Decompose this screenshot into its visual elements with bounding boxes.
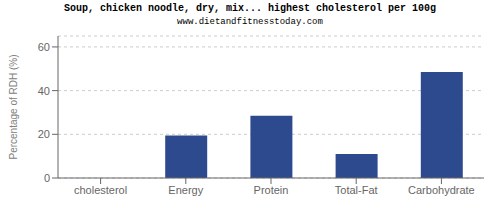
svg-text:Energy: Energy [168, 184, 203, 196]
svg-text:cholesterol: cholesterol [74, 184, 127, 196]
svg-text:40: 40 [38, 85, 50, 97]
svg-text:Protein: Protein [254, 184, 289, 196]
svg-text:Total-Fat: Total-Fat [335, 184, 378, 196]
svg-text:0: 0 [44, 172, 50, 184]
svg-text:Carbohydrate: Carbohydrate [408, 184, 475, 196]
html-text:Soup, chicken noodle, dry, mix: Soup, chicken noodle, dry, mix... highes… [64, 3, 436, 14]
html-text:www.dietandfitnesstoday.com: www.dietandfitnesstoday.com [177, 17, 323, 27]
svg-text:20: 20 [38, 128, 50, 140]
svg-text:Percentage of RDH (%): Percentage of RDH (%) [8, 54, 19, 159]
svg-text:60: 60 [38, 41, 50, 53]
